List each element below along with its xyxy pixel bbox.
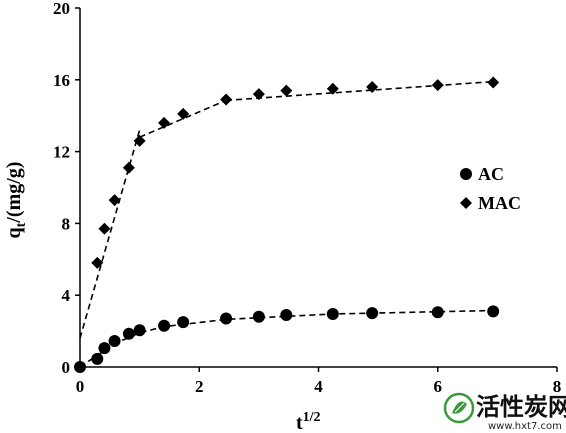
point-mac: [98, 222, 111, 235]
y-tick-label: 4: [62, 286, 71, 305]
x-tick-label: 2: [195, 377, 204, 396]
point-ac: [158, 319, 171, 332]
point-ac: [74, 361, 86, 373]
watermark-url: www.hxt7.com: [488, 421, 562, 432]
point-mac: [431, 79, 444, 92]
watermark: 活性炭网 www.hxt7.com: [443, 392, 566, 432]
point-mac: [177, 107, 190, 120]
x-tick-label: 0: [76, 377, 85, 396]
point-ac: [487, 305, 500, 318]
point-ac: [133, 324, 146, 337]
x-axis-title: t1/2: [296, 410, 321, 433]
point-ac: [98, 342, 111, 355]
point-mac: [487, 76, 500, 89]
fit-line-mac: [79, 129, 141, 339]
point-ac: [326, 308, 339, 321]
point-ac: [220, 312, 233, 325]
y-tick-label: 0: [62, 358, 71, 377]
x-tick-label: 4: [314, 377, 323, 396]
point-ac: [366, 307, 379, 320]
x-tick-label: 8: [553, 377, 562, 396]
legend-label-ac: AC: [478, 164, 504, 184]
y-axis-title: qt/(mg/g): [3, 162, 29, 239]
point-mac: [252, 88, 265, 101]
leaf-circle-logo: [443, 392, 475, 424]
point-ac: [91, 352, 104, 365]
fit-lines: [79, 80, 494, 368]
legend-label-mac: MAC: [478, 193, 521, 213]
point-mac: [122, 161, 135, 174]
watermark-text: 活性炭网: [476, 393, 566, 421]
data-points: [74, 76, 500, 373]
chart-axes: 0 4 8 12 16 20 0 2 4 6 8: [53, 0, 561, 396]
point-ac: [431, 306, 444, 319]
legend-marker-mac: [460, 197, 472, 209]
x-tick-label: 6: [434, 377, 443, 396]
y-tick-label: 8: [62, 214, 71, 233]
point-mac: [280, 84, 293, 97]
legend: AC MAC: [460, 164, 521, 213]
y-tick-label: 16: [53, 71, 70, 90]
point-ac: [177, 316, 190, 329]
point-ac: [252, 310, 265, 323]
point-mac: [220, 93, 233, 106]
y-tick-label: 20: [53, 0, 70, 18]
y-tick-label: 12: [53, 143, 70, 162]
fit-line-mac: [139, 99, 227, 138]
point-mac: [108, 194, 121, 207]
point-ac: [108, 334, 121, 347]
point-mac: [366, 80, 379, 93]
point-mac: [326, 82, 339, 95]
point-ac: [122, 327, 135, 340]
point-mac: [91, 256, 104, 269]
legend-marker-ac: [460, 168, 472, 180]
point-mac: [158, 116, 171, 129]
point-mac: [133, 134, 146, 147]
point-ac: [280, 308, 293, 321]
fit-line-mac: [226, 80, 494, 102]
